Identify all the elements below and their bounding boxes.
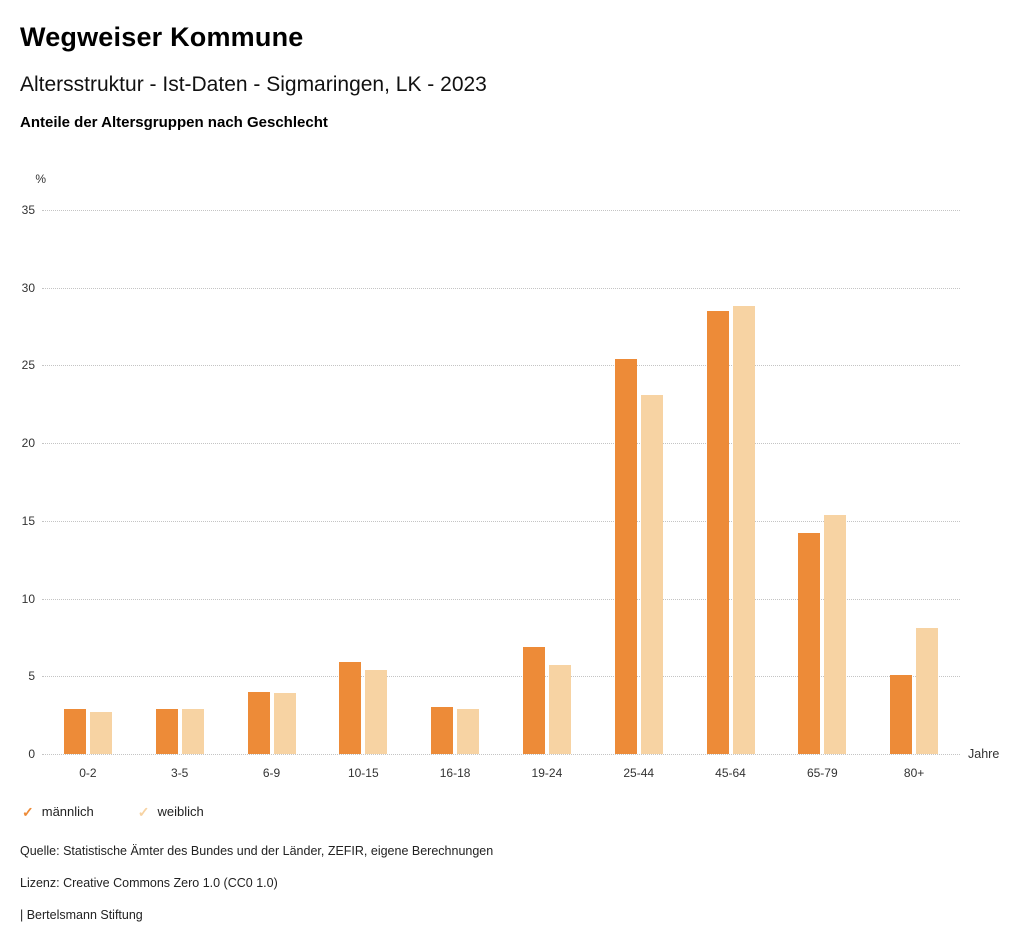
bar-weiblich-0-2	[89, 712, 112, 754]
y-tick-label-10: 10	[21, 591, 35, 606]
x-tick-label-6-9: 6-9	[262, 766, 281, 780]
bar-männlich-80+	[890, 674, 913, 754]
bar-weiblich-10-15	[365, 670, 388, 754]
legend-label: weiblich	[157, 804, 204, 819]
y-tick-label-35: 35	[21, 203, 35, 217]
legend-item-weiblich: ✓ weiblich	[138, 804, 204, 819]
bar-männlich-3-5	[155, 708, 178, 754]
bar-weiblich-45-64	[732, 306, 755, 754]
bar-weiblich-16-18	[457, 708, 480, 754]
gridline-0	[42, 754, 960, 755]
bar-männlich-65-79	[798, 533, 821, 754]
bar-weiblich-19-24	[548, 665, 571, 754]
bar-weiblich-80+	[916, 628, 939, 754]
gridline-30	[42, 287, 960, 289]
gridline-25	[42, 365, 960, 367]
gridline-35	[42, 210, 960, 211]
source-text: Quelle: Statistische Ämter des Bundes un…	[20, 844, 494, 858]
page-title: Wegweiser Kommune	[20, 22, 304, 52]
gridline-15	[42, 520, 960, 522]
header: Wegweiser Kommune Altersstruktur - Ist-D…	[20, 0, 1004, 131]
license-text: Lizenz: Creative Commons Zero 1.0 (CC0 1…	[20, 876, 278, 890]
footer: Quelle: Statistische Ämter des Bundes un…	[20, 844, 1004, 940]
bar-männlich-19-24	[522, 646, 545, 754]
y-tick-label-25: 25	[21, 358, 35, 373]
gridline-10	[42, 598, 960, 600]
gridline-20	[42, 443, 960, 445]
y-tick-label-0: 0	[28, 747, 35, 761]
y-tick-label-15: 15	[21, 513, 35, 528]
bar-männlich-45-64	[706, 311, 729, 754]
legend-check-icon: ✓	[22, 803, 34, 820]
x-tick-label-65-79: 65-79	[806, 766, 838, 780]
x-tick-label-45-64: 45-64	[715, 766, 746, 780]
bar-männlich-0-2	[63, 708, 86, 754]
y-tick-label-5: 5	[28, 669, 35, 684]
bar-männlich-16-18	[431, 707, 454, 754]
y-tick-label-30: 30	[21, 280, 35, 295]
x-tick-label-80+: 80+	[903, 766, 925, 780]
y-axis-unit-label: %	[35, 172, 46, 186]
legend-label: männlich	[41, 804, 94, 819]
x-tick-label-10-15: 10-15	[347, 766, 379, 780]
legend-check-icon: ✓	[137, 803, 150, 820]
chart-heading: Anteile der Altersgruppen nach Geschlech…	[20, 114, 328, 131]
bar-weiblich-25-44	[640, 394, 663, 754]
chart-legend: ✓ männlich ✓ weiblich	[22, 804, 248, 819]
bar-weiblich-6-9	[273, 693, 296, 754]
gridline-5	[42, 676, 960, 678]
plot-area: % Jahre 0 5 10 15 20 25 30 35 0-2 3-5 6-9 10-15 16-1…	[22, 172, 1000, 780]
x-tick-label-0-2: 0-2	[79, 766, 97, 780]
attribution-text: | Bertelsmann Stiftung	[20, 908, 143, 922]
bar-weiblich-3-5	[181, 708, 204, 754]
x-tick-label-19-24: 19-24	[531, 766, 563, 780]
y-tick-label-20: 20	[21, 436, 35, 451]
bar-weiblich-65-79	[824, 514, 847, 754]
bar-männlich-25-44	[614, 359, 637, 754]
legend-item-männlich: ✓ männlich	[22, 804, 94, 819]
x-tick-label-16-18: 16-18	[439, 766, 471, 780]
x-tick-label-3-5: 3-5	[171, 766, 189, 780]
bar-männlich-6-9	[247, 691, 270, 754]
x-axis-unit-label: Jahre	[968, 747, 1000, 761]
bar-männlich-10-15	[339, 662, 362, 754]
chart-subtitle: Altersstruktur - Ist-Daten - Sigmaringen…	[20, 73, 487, 96]
x-tick-label-25-44: 25-44	[623, 766, 655, 780]
